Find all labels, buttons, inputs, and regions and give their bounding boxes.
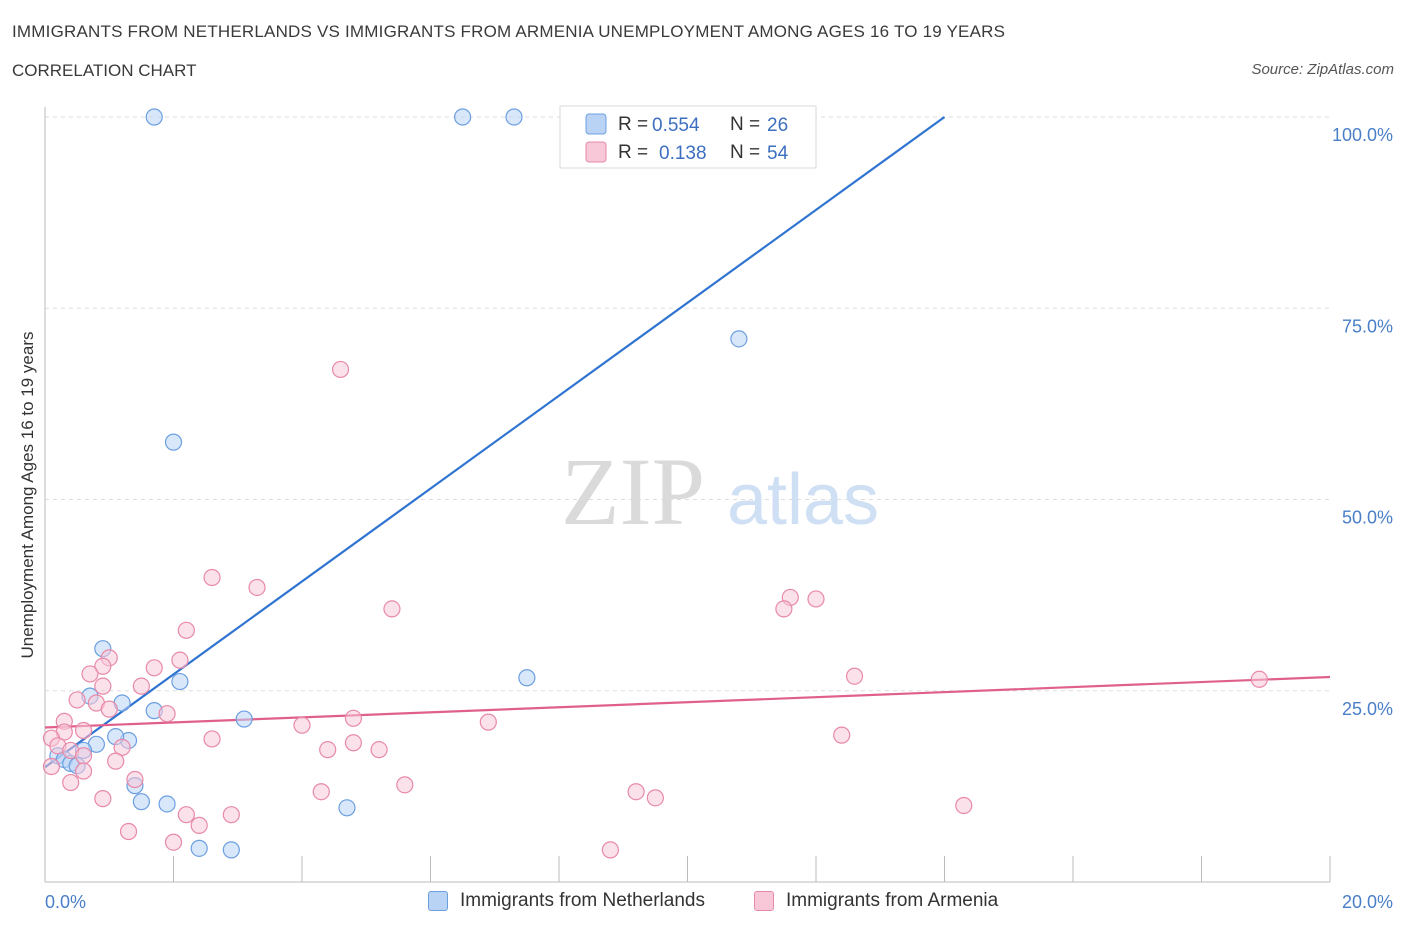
point-armenia-21 [344,709,362,727]
point-netherlands-2 [505,108,523,126]
point-armenia-23 [479,713,497,731]
y-tick-label-3: 100.0% [1332,125,1393,145]
point-netherlands-7 [518,669,536,687]
chart-title: IMMIGRANTS FROM NETHERLANDS VS IMMIGRANT… [12,22,1006,41]
point-armenia-48 [222,806,240,824]
legend-r-value-armenia: 0.138 [659,143,707,164]
point-armenia-13 [845,667,864,685]
tick-labels: 25.0% 50.0% 75.0% 100.0% 0.0% 20.0% [45,125,1393,912]
legend-r-label-armenia: R = [618,142,648,163]
legend-n-value-netherlands: 26 [767,115,788,136]
series-legend: Immigrants from Netherlands Immigrants f… [0,890,1406,916]
point-armenia-46 [94,790,112,808]
trend-line-netherlands [44,116,946,769]
point-armenia-50 [955,796,973,815]
point-netherlands-24 [222,841,240,859]
point-armenia-42 [396,776,414,794]
point-armenia-40 [126,770,144,789]
grid-lines [45,116,1330,692]
point-armenia-17 [68,691,86,709]
chart-subtitle: CORRELATION CHART [12,61,197,80]
point-armenia-20 [158,705,176,723]
point-netherlands-4 [164,433,183,451]
watermark-atlas: atlas [727,460,879,540]
point-armenia-51 [119,822,138,841]
point-armenia-16 [132,677,150,695]
point-armenia-1 [203,568,221,587]
legend-marker-netherlands [428,891,448,911]
point-armenia-19 [100,700,118,718]
point-armenia-30 [344,734,362,752]
point-netherlands-20 [132,793,150,811]
y-tick-label-2: 75.0% [1342,316,1393,336]
legend-swatch-netherlands [585,113,607,135]
point-netherlands-0 [145,108,163,126]
point-armenia-25 [74,721,93,740]
point-armenia-36 [74,747,93,765]
legend-label-netherlands: Immigrants from Netherlands [460,890,705,911]
point-armenia-5 [807,590,825,608]
point-armenia-11 [94,657,112,675]
x-tick-label-0: 0.0% [45,892,86,912]
trend-line-armenia [44,675,1331,729]
legend-marker-armenia [754,891,774,911]
point-netherlands-21 [158,795,176,813]
point-armenia-53 [601,841,620,859]
point-armenia-52 [164,833,183,851]
point-armenia-37 [107,752,125,770]
point-armenia-0 [331,360,350,379]
x-tick-label-1: 20.0% [1342,892,1393,912]
legend-item-armenia: Immigrants from Armenia [754,890,998,912]
point-armenia-45 [646,789,664,807]
point-armenia-32 [113,738,131,756]
point-armenia-39 [74,762,93,780]
y-tick-label-1: 50.0% [1342,508,1393,528]
axes [44,107,1331,883]
legend-label-armenia: Immigrants from Armenia [786,890,999,911]
stats-legend: R = 0.554 N = 26 R = 0.138 N = 54 [559,105,817,169]
point-armenia-28 [833,726,851,744]
legend-swatch-armenia [585,141,607,163]
trend-lines [44,116,1331,769]
watermark-zip: ZIP [561,438,705,545]
point-armenia-10 [145,659,163,677]
point-armenia-33 [319,741,337,759]
point-armenia-41 [62,773,80,792]
point-netherlands-1 [454,108,472,126]
point-armenia-15 [94,677,112,695]
point-armenia-2 [248,578,266,597]
watermark: ZIP atlas [561,438,879,545]
point-armenia-24 [293,716,311,734]
point-netherlands-3 [730,330,748,348]
point-armenia-3 [383,600,401,618]
legend-r-value-netherlands: 0.554 [652,115,700,136]
source-label: Source: ZipAtlas.com [1251,61,1394,78]
point-armenia-49 [190,816,208,834]
point-netherlands-22 [338,799,356,817]
legend-n-value-armenia: 54 [767,143,789,164]
legend-r-label-netherlands: R = [618,114,648,135]
point-armenia-27 [203,730,221,748]
point-netherlands-23 [190,839,208,857]
point-armenia-14 [1250,670,1268,688]
data-points [42,108,1268,859]
point-armenia-47 [177,806,195,824]
point-armenia-6 [775,600,793,618]
legend-n-label-netherlands: N = [730,114,760,135]
point-armenia-34 [370,741,388,759]
point-armenia-9 [171,651,189,669]
point-netherlands-11 [235,710,253,728]
y-axis-title: Unemployment Among Ages 16 to 19 years [18,332,37,659]
point-armenia-12 [81,665,99,683]
point-armenia-43 [312,783,330,801]
point-netherlands-6 [171,672,189,691]
point-armenia-38 [42,757,61,776]
y-tick-label-0: 25.0% [1342,699,1393,719]
legend-item-netherlands: Immigrants from Netherlands [428,890,705,912]
point-armenia-44 [627,783,645,801]
point-armenia-7 [177,621,195,639]
legend-n-label-armenia: N = [730,142,760,163]
